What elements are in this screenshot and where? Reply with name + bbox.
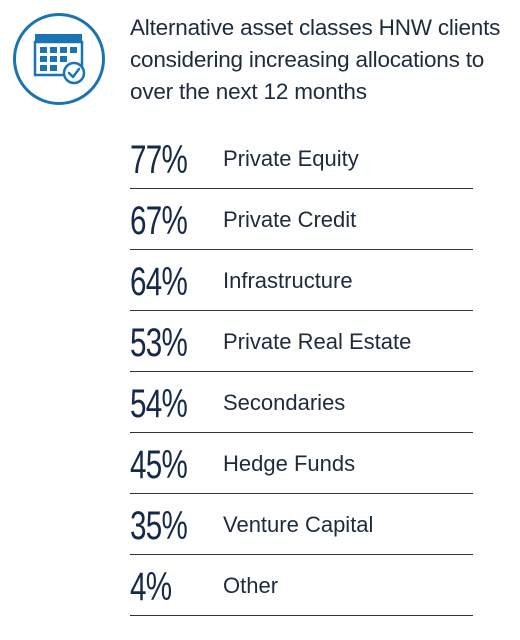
asset-class-label: Hedge Funds — [223, 451, 356, 476]
asset-class-label: Private Credit — [223, 207, 357, 232]
asset-class-label: Private Real Estate — [223, 329, 412, 354]
asset-class-label: Secondaries — [223, 390, 346, 415]
allocation-row: 35% Venture Capital — [130, 494, 473, 555]
percentage-value: 4% — [130, 565, 172, 609]
asset-class-label: Other — [223, 573, 279, 598]
row-divider — [130, 371, 473, 372]
percentage-value: 67% — [130, 199, 188, 243]
row-divider — [130, 188, 473, 189]
allocation-list: 77% Private Equity 67% Private Credit 64% Inf… — [130, 128, 473, 616]
allocation-row: 67% Private Credit — [130, 189, 473, 250]
percentage-value: 64% — [130, 260, 188, 304]
allocation-row: 64% Infrastructure — [130, 250, 473, 311]
percentage-value: 53% — [130, 321, 188, 365]
row-divider — [130, 249, 473, 250]
row-divider — [130, 432, 473, 433]
allocation-row: 4% Other — [130, 555, 473, 616]
chart-title: Alternative asset classes HNW clients co… — [130, 15, 501, 104]
calendar-check-icon — [13, 13, 105, 105]
asset-class-label: Venture Capital — [223, 512, 374, 537]
allocation-row: 77% Private Equity — [130, 128, 473, 189]
row-divider — [130, 615, 473, 616]
row-divider — [130, 493, 473, 494]
asset-class-label: Private Equity — [223, 146, 359, 171]
allocation-row: 53% Private Real Estate — [130, 311, 473, 372]
row-divider — [130, 310, 473, 311]
percentage-value: 54% — [130, 382, 188, 426]
allocation-row: 45% Hedge Funds — [130, 433, 473, 494]
allocation-row: 54% Secondaries — [130, 372, 473, 433]
percentage-value: 77% — [130, 138, 188, 182]
asset-class-label: Infrastructure — [223, 268, 353, 293]
percentage-value: 35% — [130, 504, 188, 548]
row-divider — [130, 554, 473, 555]
percentage-value: 45% — [130, 443, 188, 487]
